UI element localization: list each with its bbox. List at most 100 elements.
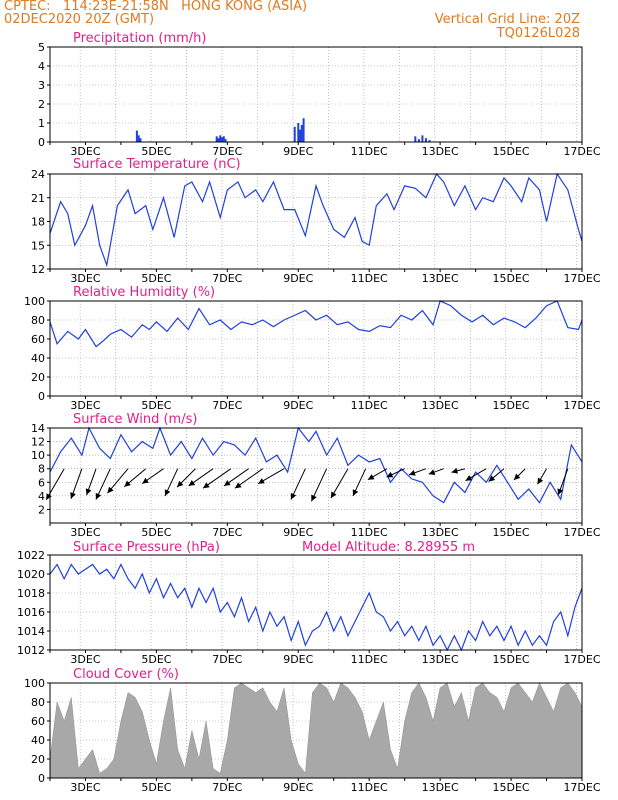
y-tick-label: 80 [31, 314, 45, 327]
y-tick-label: 1018 [17, 587, 45, 600]
panel-frame [49, 300, 583, 397]
precip-bar [428, 140, 431, 142]
wind-arrow-head [311, 494, 317, 502]
panel-precip: Precipitation (mm/h) 0 1 2 3 4 5 3DEC 5DEC 7DEC 9D… [38, 31, 601, 158]
y-tick-label: 14 [31, 422, 45, 435]
x-tick-label: 17DEC [563, 145, 600, 158]
x-tick-label: 13DEC [422, 781, 459, 794]
x-tick-label: 13DEC [422, 526, 459, 539]
y-tick-label: 24 [31, 168, 45, 181]
precip-bar [302, 118, 305, 142]
series-line-rh [49, 300, 583, 348]
wind-arrow-head [177, 480, 184, 488]
x-tick-label: 11DEC [351, 145, 388, 158]
y-tick-label: 15 [31, 239, 45, 252]
x-tick-label: 5DEC [141, 399, 171, 412]
series-line-temp [49, 172, 583, 268]
wind-arrow-head [258, 478, 265, 484]
y-tick-label: 1022 [17, 549, 45, 562]
y-tick-label: 6 [38, 476, 45, 489]
y-tick-label: 2 [38, 503, 45, 516]
x-tick-label: 3DEC [70, 145, 100, 158]
precip-bar [222, 136, 225, 142]
x-tick-label: 9DEC [283, 399, 313, 412]
y-tick-label: 4 [38, 490, 45, 503]
series-line-wind [49, 426, 583, 504]
wind-arrow-head [142, 477, 149, 484]
x-tick-label: 11DEC [351, 781, 388, 794]
y-tick-label: 0 [38, 136, 45, 149]
x-tick-label: 17DEC [563, 526, 600, 539]
precip-bar [137, 135, 140, 142]
x-tick-label: 7DEC [212, 781, 242, 794]
header-grid-note: Vertical Grid Line: 20Z [434, 12, 580, 27]
x-tick-label: 7DEC [212, 272, 242, 285]
y-tick-label: 1012 [17, 644, 45, 657]
x-tick-label: 5DEC [141, 653, 171, 666]
panel-cloud: Cloud Cover (%) 0 20 40 60 80 100 3DEC 5DEC 7DEC 9… [24, 667, 601, 794]
wind-arrow-head [367, 474, 375, 480]
x-tick-label: 13DEC [422, 399, 459, 412]
y-tick-label: 1020 [17, 568, 45, 581]
wind-arrow-head [234, 482, 242, 489]
precip-bar [139, 138, 142, 142]
x-tick-label: 9DEC [283, 653, 313, 666]
model-altitude-label: Model Altitude: 8.28955 m [302, 540, 475, 555]
precip-bar [417, 139, 420, 142]
x-tick-label: 7DEC [212, 526, 242, 539]
wind-arrow-head [386, 471, 394, 478]
y-tick-label: 0 [38, 772, 45, 785]
y-tick-label: 40 [31, 734, 45, 747]
x-tick-label: 13DEC [422, 145, 459, 158]
wind-arrow-head [107, 486, 114, 494]
x-tick-label: 3DEC [70, 653, 100, 666]
panel-rh: Relative Humidity (%) 0 20 40 60 80 100 3DEC 5DE… [24, 285, 601, 412]
x-tick-label: 5DEC [141, 526, 171, 539]
x-tick-label: 9DEC [283, 145, 313, 158]
wind-arrow-head [85, 488, 92, 496]
y-tick-label: 40 [31, 352, 45, 365]
wind-arrow-head [224, 480, 231, 486]
x-tick-label: 3DEC [70, 272, 100, 285]
y-tick-label: 12 [31, 263, 45, 276]
y-tick-label: 3 [38, 79, 45, 92]
precip-bar [135, 130, 138, 142]
x-tick-label: 5DEC [141, 781, 171, 794]
panel-title: Cloud Cover (%) [73, 667, 179, 682]
y-tick-label: 60 [31, 333, 45, 346]
wind-arrow-head [488, 475, 496, 482]
y-tick-label: 8 [38, 463, 45, 476]
panel-temp: Surface Temperature (nC) 12 15 18 21 24 3DEC 5D… [31, 157, 601, 285]
y-tick-label: 20 [31, 753, 45, 766]
wind-arrow-head [428, 469, 436, 475]
precip-bar [217, 138, 220, 142]
wind-arrow-head [465, 475, 473, 481]
y-tick-label: 100 [24, 677, 45, 690]
y-tick-label: 4 [38, 60, 45, 73]
x-tick-label: 15DEC [493, 781, 530, 794]
y-tick-label: 100 [24, 295, 45, 308]
panel-frame [49, 46, 583, 143]
x-tick-label: 7DEC [212, 145, 242, 158]
y-tick-label: 1014 [17, 625, 45, 638]
y-tick-label: 2 [38, 98, 45, 111]
x-tick-label: 17DEC [563, 399, 600, 412]
wind-arrow-head [557, 488, 564, 496]
x-tick-label: 9DEC [283, 526, 313, 539]
x-tick-label: 15DEC [493, 526, 530, 539]
precip-bar [215, 136, 218, 142]
wind-arrow-head [290, 492, 297, 500]
precip-bar [299, 129, 302, 142]
x-tick-label: 17DEC [563, 653, 600, 666]
x-tick-label: 9DEC [283, 781, 313, 794]
header-station: CPTEC: 114:23E-21:58N HONG KONG (ASIA) [4, 0, 308, 14]
y-tick-label: 1 [38, 117, 45, 130]
panel-pres: Surface Pressure (hPa) Model Altitude: 8.… [17, 540, 601, 666]
x-tick-label: 3DEC [70, 781, 100, 794]
y-tick-label: 21 [31, 192, 45, 205]
y-tick-label: 20 [31, 371, 45, 384]
y-tick-label: 18 [31, 216, 45, 229]
wind-arrow-head [188, 480, 196, 486]
